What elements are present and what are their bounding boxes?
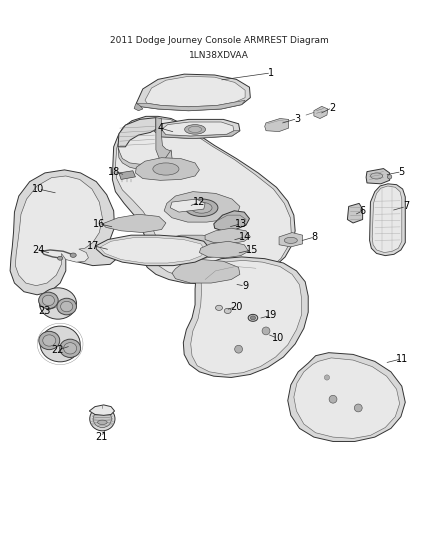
Text: 13: 13 <box>235 219 247 229</box>
Ellipse shape <box>64 343 77 354</box>
Text: 7: 7 <box>403 201 409 212</box>
Ellipse shape <box>324 375 329 380</box>
Polygon shape <box>154 235 232 259</box>
Polygon shape <box>10 170 117 295</box>
Ellipse shape <box>262 327 270 335</box>
Ellipse shape <box>98 420 107 424</box>
Text: 20: 20 <box>230 302 243 312</box>
Ellipse shape <box>215 305 223 310</box>
Text: 15: 15 <box>245 245 258 255</box>
Polygon shape <box>372 186 402 253</box>
Polygon shape <box>164 192 240 222</box>
Polygon shape <box>205 228 251 244</box>
Ellipse shape <box>354 404 362 412</box>
Polygon shape <box>184 257 308 377</box>
Polygon shape <box>101 238 205 263</box>
Ellipse shape <box>60 301 73 312</box>
Ellipse shape <box>57 298 77 315</box>
Text: 10: 10 <box>32 184 45 194</box>
Text: 16: 16 <box>93 219 106 229</box>
Ellipse shape <box>70 253 76 257</box>
Polygon shape <box>113 116 295 284</box>
Polygon shape <box>102 214 166 232</box>
Ellipse shape <box>185 199 218 216</box>
Ellipse shape <box>39 332 60 350</box>
Ellipse shape <box>235 345 243 353</box>
Ellipse shape <box>248 314 258 321</box>
Ellipse shape <box>371 173 383 179</box>
Ellipse shape <box>188 126 201 133</box>
Polygon shape <box>172 260 240 283</box>
Polygon shape <box>118 147 175 171</box>
Text: 1LN38XDVAA: 1LN38XDVAA <box>189 51 249 60</box>
Polygon shape <box>154 130 240 139</box>
Ellipse shape <box>224 308 231 313</box>
Polygon shape <box>288 353 405 441</box>
Text: 9: 9 <box>242 281 248 291</box>
Ellipse shape <box>90 407 115 431</box>
Text: 23: 23 <box>39 306 51 316</box>
Polygon shape <box>199 241 249 258</box>
Polygon shape <box>191 261 302 375</box>
Polygon shape <box>370 184 405 256</box>
Ellipse shape <box>42 295 54 305</box>
Polygon shape <box>366 168 390 184</box>
Text: 18: 18 <box>109 167 121 176</box>
Text: 19: 19 <box>265 310 277 320</box>
Polygon shape <box>279 232 303 247</box>
Text: 2: 2 <box>329 103 335 112</box>
Polygon shape <box>214 211 250 231</box>
Polygon shape <box>265 118 289 132</box>
Polygon shape <box>314 107 328 118</box>
Polygon shape <box>136 100 245 111</box>
Text: 1: 1 <box>268 68 274 78</box>
Ellipse shape <box>284 237 297 244</box>
Text: 10: 10 <box>272 333 284 343</box>
Ellipse shape <box>191 203 212 213</box>
Text: 2011 Dodge Journey Console ARMREST Diagram: 2011 Dodge Journey Console ARMREST Diagr… <box>110 36 328 45</box>
Polygon shape <box>89 405 115 415</box>
Polygon shape <box>135 158 199 180</box>
Polygon shape <box>15 176 102 286</box>
Ellipse shape <box>39 288 77 319</box>
Ellipse shape <box>329 395 337 403</box>
Polygon shape <box>145 76 245 107</box>
Polygon shape <box>162 122 234 136</box>
Text: 4: 4 <box>157 123 163 133</box>
Ellipse shape <box>93 410 112 427</box>
Polygon shape <box>119 171 135 180</box>
Ellipse shape <box>388 175 392 179</box>
Text: 17: 17 <box>87 240 99 251</box>
Text: 22: 22 <box>52 345 64 355</box>
Ellipse shape <box>40 326 80 362</box>
Polygon shape <box>116 118 291 281</box>
Ellipse shape <box>57 256 63 260</box>
Ellipse shape <box>185 125 205 134</box>
Text: 21: 21 <box>95 432 108 442</box>
Text: 11: 11 <box>396 354 408 364</box>
Text: 14: 14 <box>239 232 251 242</box>
Polygon shape <box>347 204 363 223</box>
Ellipse shape <box>39 292 58 309</box>
Text: 12: 12 <box>193 197 205 207</box>
Ellipse shape <box>153 163 179 175</box>
Ellipse shape <box>33 212 83 245</box>
Text: 24: 24 <box>32 245 45 255</box>
Polygon shape <box>294 358 399 439</box>
Polygon shape <box>156 118 171 163</box>
Text: 3: 3 <box>294 114 300 124</box>
Ellipse shape <box>43 335 56 346</box>
Polygon shape <box>136 74 251 111</box>
Text: 8: 8 <box>312 232 318 242</box>
Text: 5: 5 <box>399 167 405 176</box>
Polygon shape <box>170 199 205 212</box>
Polygon shape <box>154 119 240 139</box>
Ellipse shape <box>60 339 81 358</box>
Polygon shape <box>134 103 143 111</box>
Polygon shape <box>96 235 210 265</box>
Ellipse shape <box>251 316 255 320</box>
Polygon shape <box>118 118 156 147</box>
Text: 6: 6 <box>360 206 366 216</box>
